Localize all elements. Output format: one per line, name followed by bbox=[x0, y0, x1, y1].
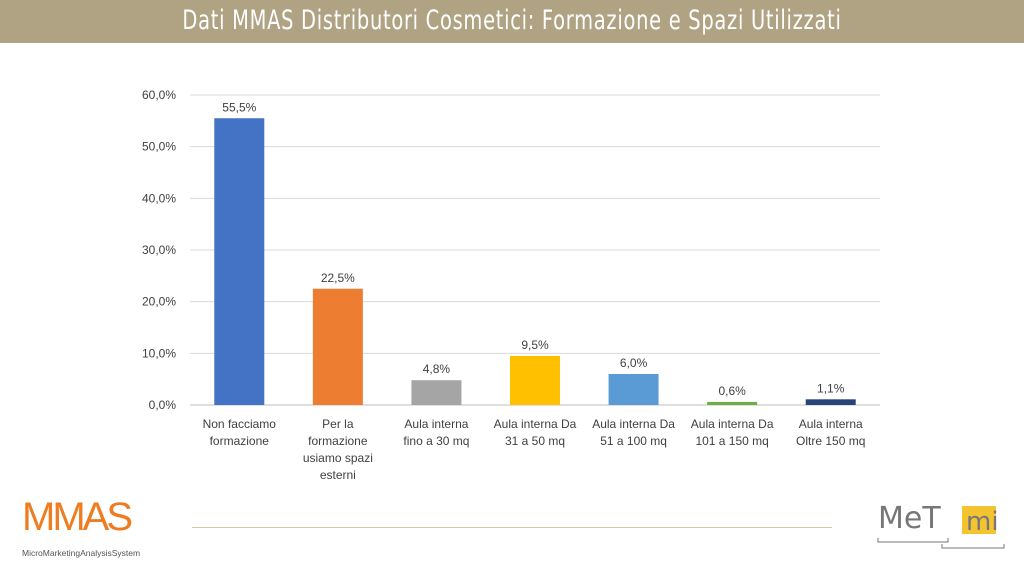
title-bar: Dati MMAS Distributori Cosmetici: Formaz… bbox=[0, 0, 1024, 43]
mmas-logo: MMAS MicroMarketingAnalysisSystem bbox=[22, 495, 140, 558]
x-tick-label: Aula interna bbox=[799, 417, 863, 431]
y-tick-label: 10,0% bbox=[142, 346, 176, 360]
x-tick-label: esterni bbox=[320, 468, 356, 482]
x-tick-label: 101 a 150 mq bbox=[695, 434, 768, 448]
y-tick-label: 50,0% bbox=[142, 140, 176, 154]
x-tick-label: formazione bbox=[210, 434, 270, 448]
data-label: 22,5% bbox=[321, 271, 355, 285]
data-label: 0,6% bbox=[718, 384, 746, 398]
x-tick-label: Oltre 150 mq bbox=[796, 434, 865, 448]
x-tick-label: Aula interna bbox=[404, 417, 468, 431]
x-tick-label: Aula interna Da bbox=[691, 417, 774, 431]
y-tick-label: 40,0% bbox=[142, 191, 176, 205]
y-tick-label: 20,0% bbox=[142, 295, 176, 309]
x-tick-label: Aula interna Da bbox=[494, 417, 577, 431]
svg-text:MeT: MeT bbox=[878, 501, 941, 536]
x-tick-label: 51 a 100 mq bbox=[600, 434, 667, 448]
bar bbox=[608, 374, 659, 405]
data-label: 6,0% bbox=[620, 356, 648, 370]
x-tick-label: formazione bbox=[308, 434, 368, 448]
y-tick-label: 30,0% bbox=[142, 243, 176, 257]
svg-text:MicroMarketingAnalysisSystem: MicroMarketingAnalysisSystem bbox=[22, 548, 140, 558]
x-tick-label: usiamo spazi bbox=[303, 451, 373, 465]
bar bbox=[707, 401, 758, 405]
metmi-logo: MeT mi bbox=[877, 501, 1005, 549]
data-label: 1,1% bbox=[817, 381, 845, 395]
x-tick-label: fino a 30 mq bbox=[403, 434, 469, 448]
svg-text:MMAS: MMAS bbox=[22, 495, 131, 539]
x-tick-label: 31 a 50 mq bbox=[505, 434, 565, 448]
bar bbox=[411, 380, 462, 405]
page-title: Dati MMAS Distributori Cosmetici: Formaz… bbox=[182, 5, 842, 36]
bar bbox=[214, 118, 265, 405]
y-tick-label: 0,0% bbox=[149, 398, 177, 412]
x-tick-label: Aula interna Da bbox=[592, 417, 675, 431]
bar bbox=[312, 288, 363, 405]
data-label: 55,5% bbox=[222, 100, 256, 114]
divider bbox=[192, 527, 832, 528]
svg-text:mi: mi bbox=[966, 507, 999, 537]
bar bbox=[805, 399, 856, 405]
y-tick-label: 60,0% bbox=[142, 88, 176, 102]
x-tick-label: Non facciamo bbox=[203, 417, 277, 431]
x-tick-label: Per la bbox=[322, 417, 354, 431]
data-label: 4,8% bbox=[423, 362, 451, 376]
bar bbox=[510, 355, 560, 405]
data-label: 9,5% bbox=[521, 338, 549, 352]
